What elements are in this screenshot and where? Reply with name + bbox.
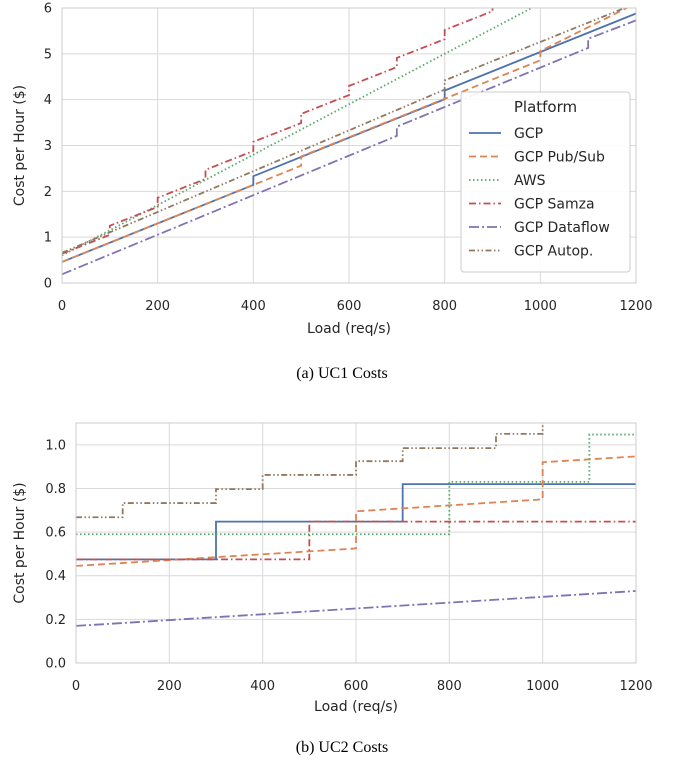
series-line-gcp-pub-sub xyxy=(62,8,629,263)
series-line-gcp-pub-sub xyxy=(76,455,636,567)
x-tick-label: 1000 xyxy=(524,299,557,314)
y-tick-label: 5 xyxy=(44,47,52,62)
x-tick-label: 400 xyxy=(250,679,275,694)
y-tick-label: 6 xyxy=(44,2,52,17)
y-tick-label: 0.2 xyxy=(45,613,66,628)
y-axis-label: Cost per Hour ($) xyxy=(12,482,28,603)
legend-entry-gcp-dataflow: GCP Dataflow xyxy=(514,220,610,236)
x-axis-label: Load (req/s) xyxy=(307,321,391,337)
x-tick-label: 600 xyxy=(344,679,369,694)
series-lines xyxy=(76,423,636,627)
caption-uc2: (b) UC2 Costs xyxy=(296,739,388,756)
x-tick-label: 1200 xyxy=(619,679,652,694)
chart-uc1: 0 200 400 600 800 1000 1200 0 1 2 3 4 5 6 Load (req/… xyxy=(12,2,653,383)
legend-entry-gcp-samza: GCP Samza xyxy=(514,197,595,213)
y-tick-label: 0.0 xyxy=(45,657,66,672)
y-tick-label: 2 xyxy=(44,185,52,200)
x-tick-label: 600 xyxy=(337,299,362,314)
legend: Platform GCP GCP Pub/Sub AWS GCP Samza GCP D… xyxy=(460,91,631,273)
x-tick-label: 0 xyxy=(58,299,66,314)
x-tick-labels: 0 200 400 600 800 1000 1200 xyxy=(58,299,653,314)
x-tick-labels: 0 200 400 600 800 1000 1200 xyxy=(72,679,653,694)
y-tick-label: 1.0 xyxy=(45,438,66,453)
y-tick-label: 1 xyxy=(44,231,52,246)
y-tick-label: 0.6 xyxy=(45,526,66,541)
legend-entry-aws: AWS xyxy=(514,173,546,189)
legend-entry-gcp: GCP xyxy=(514,126,543,142)
y-tick-label: 3 xyxy=(44,139,52,154)
x-tick-label: 1000 xyxy=(526,679,559,694)
series-line-gcp-autop xyxy=(76,423,544,519)
series-line-gcp-dataflow xyxy=(62,19,636,276)
x-tick-label: 200 xyxy=(157,679,182,694)
series-line-gcp-autop xyxy=(62,8,628,254)
plot-frame xyxy=(75,422,637,664)
legend-title: Platform xyxy=(514,98,577,116)
y-tick-label: 0.8 xyxy=(45,482,66,497)
x-tick-label: 400 xyxy=(241,299,266,314)
y-tick-label: 0.4 xyxy=(45,569,66,584)
plot-frame xyxy=(61,7,637,284)
chart-uc2: 0 200 400 600 800 1000 1200 0.0 0.2 0.4 0.6 0.8 1.0… xyxy=(12,422,653,756)
x-axis-label: Load (req/s) xyxy=(314,699,398,715)
y-tick-labels: 0 1 2 3 4 5 6 xyxy=(44,2,52,292)
y-axis-label: Cost per Hour ($) xyxy=(12,85,28,206)
y-tick-labels: 0.0 0.2 0.4 0.6 0.8 1.0 xyxy=(45,438,66,671)
x-tick-label: 800 xyxy=(437,679,462,694)
y-tick-label: 0 xyxy=(44,277,52,292)
legend-box xyxy=(460,91,631,273)
x-tick-label: 1200 xyxy=(619,299,652,314)
series-line-gcp-samza xyxy=(76,520,636,561)
series-line-aws xyxy=(76,433,636,536)
legend-entry-gcp-autop: GCP Autop. xyxy=(514,244,593,260)
series-line-gcp-samza xyxy=(62,8,494,255)
legend-entry-gcp-pub-sub: GCP Pub/Sub xyxy=(514,150,605,166)
series-line-gcp-dataflow xyxy=(76,590,636,627)
y-tick-label: 4 xyxy=(44,93,52,108)
x-tick-label: 0 xyxy=(72,679,80,694)
x-tick-label: 200 xyxy=(145,299,170,314)
series-lines xyxy=(62,8,636,276)
caption-uc1: (a) UC1 Costs xyxy=(296,365,388,382)
x-tick-label: 800 xyxy=(432,299,457,314)
